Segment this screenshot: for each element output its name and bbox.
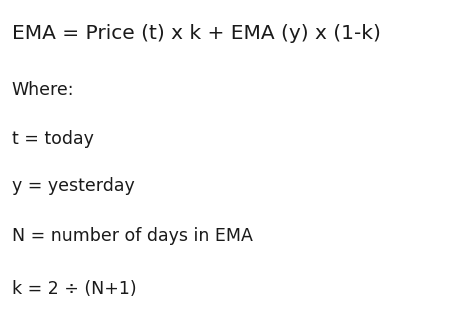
Text: y = yesterday: y = yesterday [12, 177, 135, 195]
Text: k = 2 ÷ (N+1): k = 2 ÷ (N+1) [12, 280, 137, 298]
Text: t = today: t = today [12, 130, 94, 148]
Text: EMA = Price (t) x k + EMA (y) x (1-k): EMA = Price (t) x k + EMA (y) x (1-k) [12, 24, 381, 43]
Text: Where:: Where: [12, 81, 74, 99]
Text: N = number of days in EMA: N = number of days in EMA [12, 227, 253, 245]
